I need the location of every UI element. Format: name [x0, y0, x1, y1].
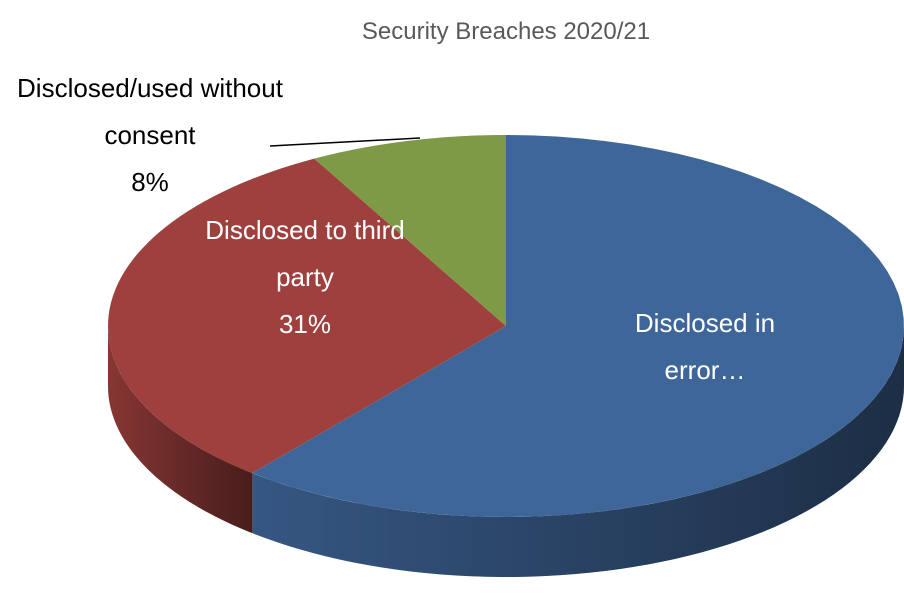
pie-slice	[108, 158, 507, 474]
pie-side-shade	[252, 326, 904, 577]
category-label: Disclosed to third party	[205, 215, 405, 292]
chart-title: Security Breaches 2020/21	[361, 18, 651, 45]
data-label: Disclosed in error…	[610, 300, 800, 394]
pie-side-shade	[108, 326, 253, 534]
data-label: Disclosed/used without consent 8%	[15, 65, 285, 206]
category-label: Disclosed in error…	[634, 308, 776, 385]
leader-line	[269, 137, 421, 147]
value-label: 8%	[131, 167, 169, 197]
data-label: Disclosed to third party 31%	[205, 207, 405, 348]
category-label: Disclosed/used without consent	[17, 73, 283, 150]
value-label: 31%	[278, 309, 332, 339]
pie-slice	[314, 135, 506, 326]
pie-slice	[252, 135, 904, 517]
